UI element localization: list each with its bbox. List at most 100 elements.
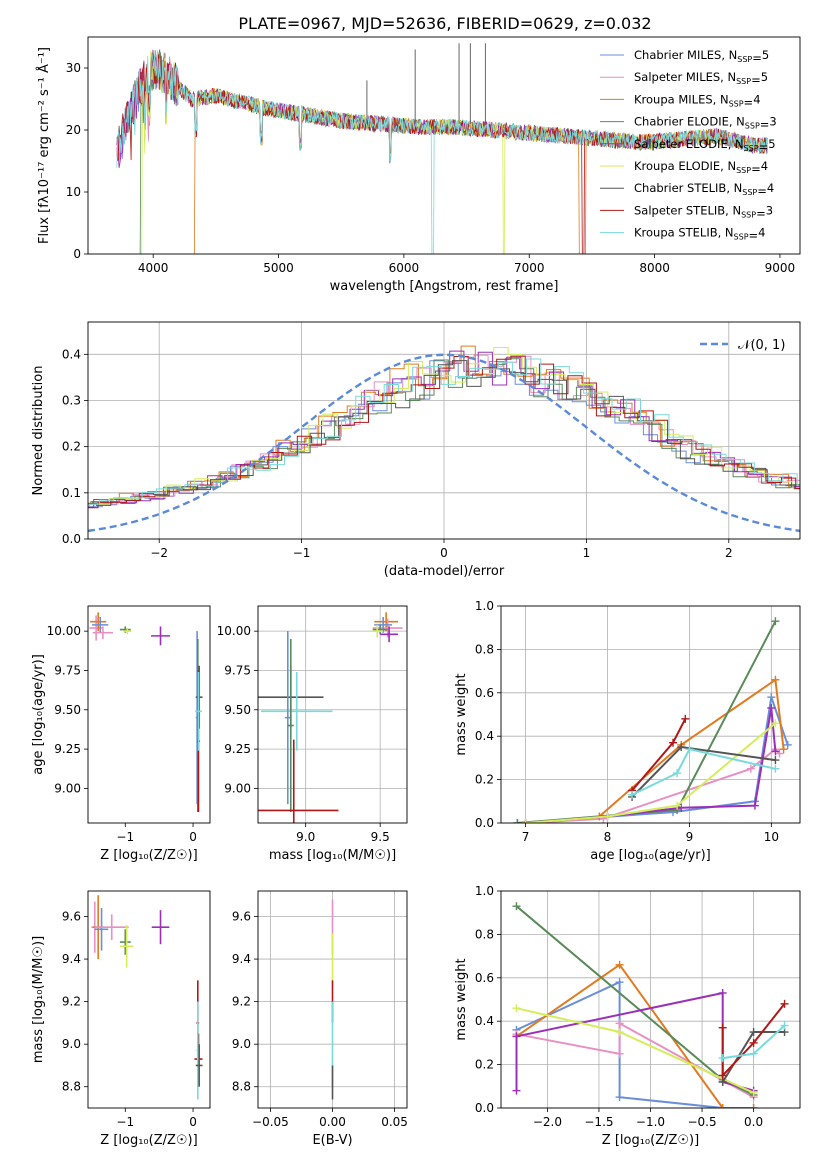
legend-entry-eq: = (752, 51, 762, 65)
weight-marker (512, 902, 521, 911)
x-tick-label: 0.05 (381, 1115, 408, 1129)
legend-entry: Salpeter MILES, NSSP=5 (634, 70, 768, 87)
errorbar-point-6 (151, 910, 170, 945)
y-tick-label: 0.0 (475, 816, 494, 830)
y-axis-label: Flux [fλ10⁻¹⁷ erg cm⁻² s⁻¹ Å⁻¹] (36, 47, 52, 244)
errorbar-point-11 (195, 672, 202, 751)
y-tick-label: 0.0 (62, 532, 81, 546)
x-tick-label: 5000 (263, 261, 294, 275)
errorbar-point-3 (94, 914, 129, 940)
errorbar-point-4 (119, 929, 131, 955)
x-axis-label: age [log₁₀(age/yr)] (590, 848, 711, 863)
weight-marker (749, 1049, 758, 1058)
axes-frame (500, 605, 801, 824)
residual-histogram-2 (88, 345, 800, 504)
weight-marker (718, 1104, 727, 1108)
legend-entry-nssp-label: , N (729, 115, 745, 129)
axes-frame (87, 605, 211, 824)
y-tick-label: 0.4 (475, 729, 494, 743)
y-tick-label: 9.50 (224, 703, 251, 717)
x-tick-label: 4000 (138, 261, 169, 275)
weight-marker (771, 675, 780, 684)
weight-marker (615, 1019, 624, 1028)
axes-frame (87, 321, 801, 540)
y-tick-label: 0.0 (475, 1101, 494, 1115)
x-tick-label: 8000 (639, 261, 670, 275)
legend-entry-name: Salpeter ELODIE (634, 137, 728, 151)
y-tick-label: 0.2 (475, 1058, 494, 1072)
axes-frame (257, 890, 408, 1109)
legend-entry-name: Kroupa MILES (634, 92, 713, 106)
y-tick-label: 9.50 (54, 703, 81, 717)
legend-entry-nssp-value: 4 (767, 181, 774, 195)
y-tick-label: 9.00 (54, 781, 81, 795)
x-tick-label: 8 (604, 830, 612, 844)
axes-frame (87, 36, 801, 255)
y-tick-label: 20 (66, 123, 81, 137)
residual-histogram-8 (88, 358, 800, 505)
legend-entry: Chabrier ELODIE, NSSP=3 (634, 115, 777, 132)
axes-frame (257, 605, 408, 824)
legend-entry-nssp-label: , N (718, 226, 734, 240)
legend-entry-nssp-sub: SSP (737, 55, 752, 64)
x-tick-label: 0 (440, 546, 448, 560)
y-tick-label: 9.75 (224, 663, 251, 677)
legend-entry: Chabrier MILES, NSSP=5 (634, 48, 769, 65)
weight-marker (685, 745, 694, 754)
legend-entry-nssp-value: 4 (758, 226, 765, 240)
weight-marker (615, 960, 624, 969)
legend-entry-nssp-label: , N (725, 203, 741, 217)
weight-marker (681, 714, 690, 723)
legend-entry-nssp-value: 5 (768, 137, 775, 151)
y-tick-label: 10.00 (217, 624, 251, 638)
errorbar-point-3 (92, 626, 114, 640)
y-tick-label: 9.2 (232, 995, 251, 1009)
x-axis-label: E(B-V) (312, 1133, 352, 1148)
weight-marker (521, 819, 530, 823)
legend-entry-nssp-label: , N (726, 181, 742, 195)
axes-frame (500, 890, 801, 1109)
x-tick-label: 0 (189, 830, 197, 844)
x-axis-label: wavelength [Angstrom, rest frame] (330, 279, 559, 294)
legend-entry-nssp-sub: SSP (736, 166, 751, 175)
x-tick-label: 9 (686, 830, 694, 844)
errorbar-point-5 (123, 628, 132, 635)
y-tick-label: 9.6 (232, 910, 251, 924)
y-tick-label: 1.0 (475, 599, 494, 613)
weight-marker (767, 703, 776, 712)
y-tick-label: 0 (73, 247, 81, 261)
y-tick-label: 0.4 (475, 1014, 494, 1028)
weight-marker (749, 1038, 758, 1047)
x-tick-label: −1 (116, 1115, 134, 1129)
weight-marker (673, 801, 682, 810)
y-tick-label: 1.0 (475, 884, 494, 898)
legend-entry: Salpeter STELIB, NSSP=3 (634, 203, 773, 220)
weight-marker (771, 756, 780, 765)
x-tick-label: −2 (150, 546, 168, 560)
legend-entry-nssp-sub: SSP (742, 188, 757, 197)
y-tick-label: 10 (66, 185, 81, 199)
y-tick-label: 9.25 (224, 742, 251, 756)
errorbar-point-6 (151, 626, 171, 646)
legend-entry-eq: = (749, 229, 759, 243)
legend-entry-nssp-value: 5 (762, 48, 769, 62)
spectrum-line-8 (116, 50, 768, 254)
residual-histogram-7 (88, 355, 800, 509)
figure-title: PLATE=0967, MJD=52636, FIBERID=0629, z=0… (238, 14, 651, 33)
weight-marker (512, 1004, 521, 1013)
legend-entry-name: Kroupa STELIB (634, 226, 718, 240)
x-tick-label: 1 (583, 546, 591, 560)
x-tick-label: 0.0 (744, 1115, 763, 1129)
x-tick-label: 6000 (389, 261, 420, 275)
legend-entry-nssp-value: 4 (753, 92, 760, 106)
errorbar-point-8 (284, 631, 291, 805)
legend-entry-name: Kroupa ELODIE (634, 159, 720, 173)
y-tick-label: 9.4 (232, 952, 251, 966)
y-tick-label: 0.6 (475, 686, 494, 700)
legend-entry: Salpeter ELODIE, NSSP=5 (634, 137, 776, 154)
x-axis-label: mass [log₁₀(M/M☉)] (269, 848, 396, 863)
legend-entry: Kroupa STELIB, NSSP=4 (634, 226, 766, 243)
x-tick-label: 7000 (514, 261, 545, 275)
legend-entry-name: Salpeter MILES (634, 70, 720, 84)
weight-marker (669, 738, 678, 747)
